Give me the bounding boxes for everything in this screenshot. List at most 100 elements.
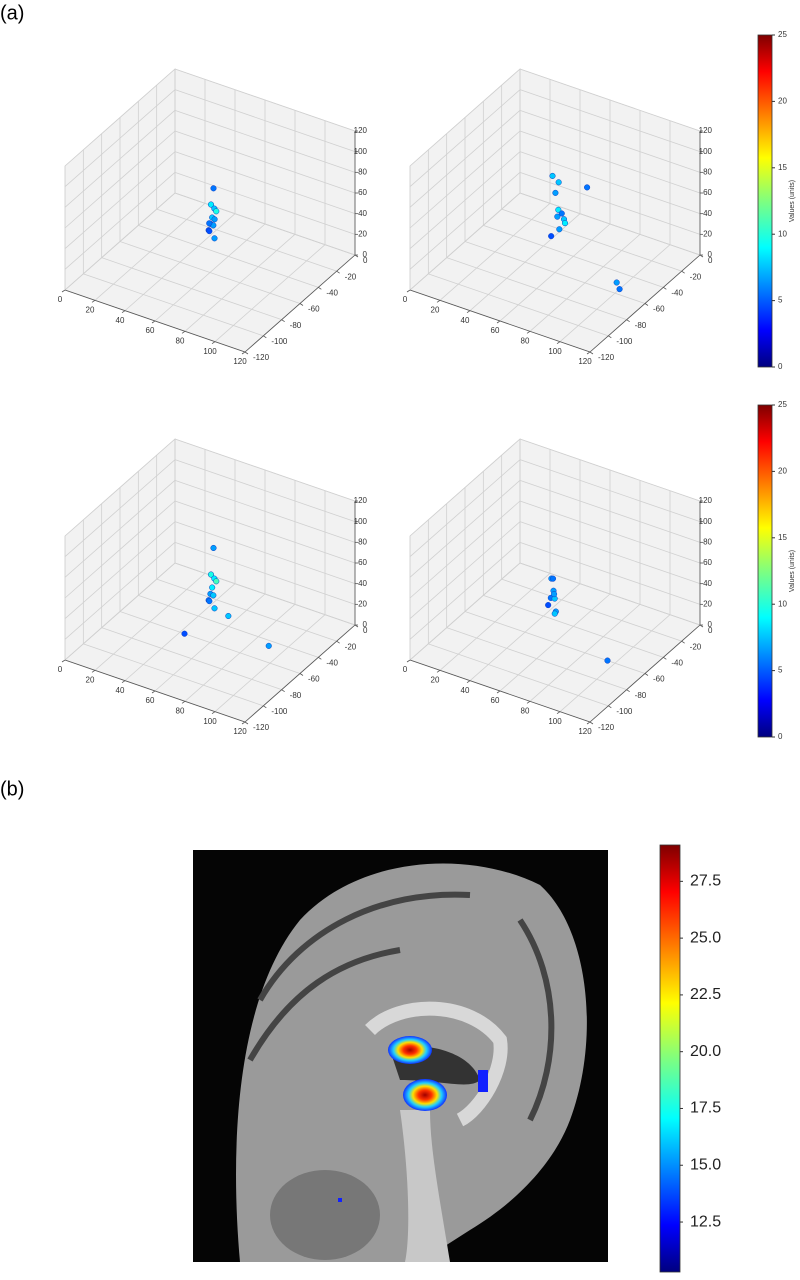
tick-mark xyxy=(211,341,216,344)
grid-line xyxy=(101,257,282,321)
y-tick-label: -100 xyxy=(271,707,288,716)
colorbar-tick-label: 5 xyxy=(778,296,783,305)
colorbar-tick-label: 25 xyxy=(778,400,787,409)
y-tick-label: 0 xyxy=(708,256,713,265)
y-tick-label: -100 xyxy=(616,707,633,716)
tick-mark xyxy=(263,335,267,339)
z-tick-label: 20 xyxy=(358,599,367,608)
colorbar-tick-label: 15 xyxy=(778,163,787,172)
z-tick-label: 60 xyxy=(703,188,712,197)
tick-mark xyxy=(466,680,471,683)
tick-mark xyxy=(626,319,630,322)
x-tick-label: 40 xyxy=(116,316,125,325)
y-tick-label: -60 xyxy=(308,305,320,314)
z-tick-label: 60 xyxy=(703,558,712,567)
z-tick-label: 0 xyxy=(708,620,713,629)
grid-line xyxy=(519,500,701,564)
z-tick-label: 0 xyxy=(363,250,368,259)
tick-mark xyxy=(406,659,411,663)
tick-mark xyxy=(589,721,594,725)
point xyxy=(210,185,217,192)
grid-line xyxy=(64,459,176,557)
x-tick-label: 0 xyxy=(403,295,408,304)
grid-line xyxy=(409,438,521,537)
x-tick-label: 100 xyxy=(548,717,562,726)
tick-mark xyxy=(663,657,667,660)
z-tick-label: 120 xyxy=(354,126,368,135)
grid-line xyxy=(64,500,176,599)
x-tick-label: 120 xyxy=(233,727,247,736)
x-tick-label: 20 xyxy=(86,675,95,684)
y-tick-label: -120 xyxy=(598,723,615,732)
grid-line xyxy=(409,521,521,619)
x-tick-label: 0 xyxy=(403,665,408,674)
x-tick-label: 0 xyxy=(58,295,63,304)
point xyxy=(558,210,565,217)
tick-mark xyxy=(663,287,667,290)
colorbar-tick-label: 27.5 xyxy=(690,873,721,890)
grid-line xyxy=(409,500,521,599)
grid-line xyxy=(174,109,356,173)
tick-mark xyxy=(586,721,591,725)
grid-line xyxy=(64,89,176,187)
tick-mark xyxy=(244,721,249,725)
y-tick-label: -20 xyxy=(345,642,357,651)
tick-mark xyxy=(681,640,685,644)
point xyxy=(552,189,559,196)
tick-mark xyxy=(608,705,612,709)
x-tick-label: 100 xyxy=(203,717,217,726)
point xyxy=(211,216,218,223)
grid-line xyxy=(119,611,301,674)
colorbar-tick-label: 10 xyxy=(778,599,787,608)
tick-mark xyxy=(151,320,156,324)
grid-line xyxy=(409,110,521,208)
point xyxy=(207,571,215,578)
tick-mark xyxy=(263,705,267,709)
y-tick-label: -60 xyxy=(653,305,665,314)
grid-line xyxy=(483,594,664,658)
grid-line xyxy=(64,110,176,208)
y-tick-label: -120 xyxy=(598,353,615,362)
z-tick-label: 40 xyxy=(358,579,367,588)
x-axis xyxy=(64,659,246,723)
point xyxy=(549,575,557,582)
grid-line xyxy=(519,562,701,626)
point xyxy=(211,605,218,612)
tick-mark xyxy=(406,289,411,293)
tick-mark xyxy=(91,300,96,303)
y-axis xyxy=(244,254,356,353)
z-tick-label: 100 xyxy=(354,517,368,526)
tick-mark xyxy=(526,701,531,704)
grid-line xyxy=(519,438,701,502)
grid-line xyxy=(83,273,264,337)
point xyxy=(613,279,620,286)
y-tick-label: -40 xyxy=(671,658,683,667)
y-tick-label: 0 xyxy=(363,626,368,635)
point xyxy=(225,612,232,620)
grid-line xyxy=(409,89,521,187)
tick-mark xyxy=(151,690,156,694)
grid-line xyxy=(409,130,521,229)
grid-line xyxy=(409,192,521,291)
grid-line xyxy=(64,562,176,661)
grid-line xyxy=(519,151,701,215)
tick-mark xyxy=(466,310,471,313)
x-tick-label: 100 xyxy=(203,347,217,356)
x-tick-label: 120 xyxy=(578,727,592,736)
z-tick-label: 80 xyxy=(703,537,712,546)
grid-line xyxy=(409,68,521,167)
z-tick-label: 100 xyxy=(699,147,713,156)
tick-mark xyxy=(241,721,246,725)
grid-line xyxy=(138,224,319,288)
point xyxy=(551,591,558,598)
grid-line xyxy=(409,542,521,640)
tick-mark xyxy=(436,300,441,303)
x-tick-label: 60 xyxy=(491,326,500,335)
y-tick-label: -60 xyxy=(308,675,320,684)
z-tick-label: 40 xyxy=(703,209,712,218)
tick-mark xyxy=(181,701,186,704)
x-axis xyxy=(409,289,591,353)
colorbar xyxy=(757,404,773,738)
x-tick-label: 60 xyxy=(491,696,500,705)
x-tick-label: 80 xyxy=(176,706,185,715)
